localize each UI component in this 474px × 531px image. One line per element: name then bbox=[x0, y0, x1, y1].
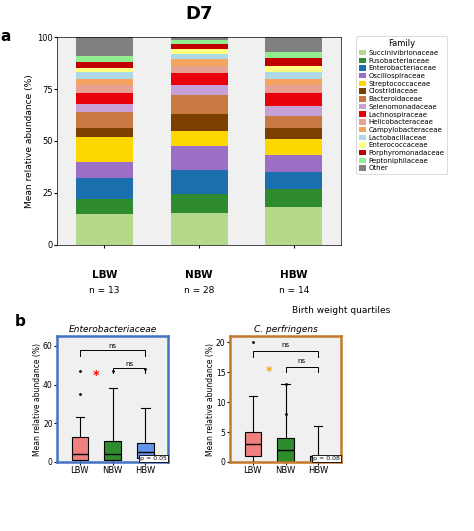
Bar bbox=[171, 66, 228, 73]
Text: ns: ns bbox=[125, 361, 133, 367]
PathPatch shape bbox=[104, 441, 121, 460]
Bar bbox=[171, 40, 228, 45]
Bar bbox=[171, 85, 228, 95]
Bar bbox=[171, 95, 228, 114]
Y-axis label: Mean relative abundance (%): Mean relative abundance (%) bbox=[206, 342, 215, 456]
Title: Enterobacteriaceae: Enterobacteriaceae bbox=[69, 325, 157, 334]
Title: C. perfringens: C. perfringens bbox=[254, 325, 318, 334]
PathPatch shape bbox=[137, 443, 154, 458]
Bar bbox=[76, 72, 133, 79]
PathPatch shape bbox=[245, 432, 261, 456]
Text: n = 28: n = 28 bbox=[184, 286, 214, 295]
Text: LBW: LBW bbox=[91, 270, 117, 280]
Bar bbox=[265, 52, 322, 58]
Bar bbox=[171, 194, 228, 213]
Bar bbox=[76, 104, 133, 112]
Bar bbox=[171, 49, 228, 54]
Bar bbox=[76, 213, 133, 245]
Bar bbox=[171, 73, 228, 85]
Bar bbox=[265, 106, 322, 116]
Bar bbox=[171, 170, 228, 194]
Bar bbox=[171, 114, 228, 131]
Bar bbox=[76, 68, 133, 72]
Bar bbox=[171, 54, 228, 59]
Bar bbox=[76, 79, 133, 85]
Text: ns: ns bbox=[109, 343, 117, 349]
Text: p = 0.05: p = 0.05 bbox=[140, 456, 167, 461]
Bar bbox=[265, 116, 322, 129]
Bar bbox=[76, 93, 133, 104]
Bar bbox=[265, 156, 322, 172]
Legend: Succinivibrionaceae, Fusobacteriaceae, Enterobacteriaceae, Oscillospiraceae, Str: Succinivibrionaceae, Fusobacteriaceae, E… bbox=[356, 37, 447, 174]
Text: D7: D7 bbox=[185, 5, 213, 23]
Bar bbox=[265, 85, 322, 93]
Text: *: * bbox=[93, 369, 100, 382]
Bar bbox=[171, 45, 228, 49]
Bar bbox=[76, 199, 133, 213]
Bar bbox=[76, 178, 133, 199]
Bar bbox=[76, 137, 133, 161]
Bar bbox=[265, 189, 322, 207]
Text: ns: ns bbox=[282, 342, 290, 348]
Text: p = 0.08: p = 0.08 bbox=[313, 456, 340, 461]
Bar bbox=[76, 85, 133, 93]
Bar bbox=[265, 58, 322, 66]
Bar bbox=[265, 79, 322, 85]
Text: a: a bbox=[0, 29, 10, 44]
Text: n = 13: n = 13 bbox=[89, 286, 119, 295]
Bar bbox=[171, 145, 228, 170]
Bar bbox=[76, 112, 133, 129]
Bar bbox=[171, 59, 228, 66]
Bar bbox=[265, 139, 322, 156]
Bar bbox=[265, 66, 322, 72]
PathPatch shape bbox=[310, 456, 327, 462]
Bar bbox=[265, 207, 322, 245]
PathPatch shape bbox=[277, 438, 294, 462]
Text: HBW: HBW bbox=[280, 270, 308, 280]
Bar bbox=[76, 56, 133, 62]
Bar bbox=[76, 129, 133, 137]
Bar bbox=[171, 37, 228, 40]
Text: Birth weight quartiles: Birth weight quartiles bbox=[292, 306, 391, 315]
Text: ns: ns bbox=[298, 358, 306, 364]
Bar bbox=[76, 161, 133, 178]
Y-axis label: Mean relative abundance (%): Mean relative abundance (%) bbox=[33, 342, 42, 456]
Text: NBW: NBW bbox=[185, 270, 213, 280]
Bar bbox=[76, 62, 133, 68]
Text: b: b bbox=[15, 314, 26, 329]
Text: n = 14: n = 14 bbox=[279, 286, 309, 295]
Bar bbox=[265, 129, 322, 139]
Bar bbox=[265, 37, 322, 52]
Y-axis label: Mean relative abundance (%): Mean relative abundance (%) bbox=[25, 74, 34, 208]
Bar bbox=[171, 131, 228, 145]
Bar bbox=[171, 213, 228, 245]
Bar bbox=[265, 93, 322, 106]
PathPatch shape bbox=[72, 437, 88, 460]
Bar bbox=[265, 72, 322, 79]
Bar bbox=[76, 37, 133, 56]
Bar bbox=[265, 172, 322, 189]
Text: *: * bbox=[266, 365, 273, 378]
